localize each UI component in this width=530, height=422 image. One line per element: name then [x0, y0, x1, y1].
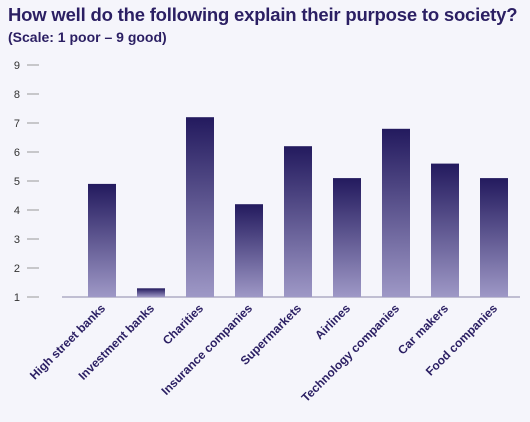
- x-tick-label: Technology companies: [299, 301, 403, 405]
- y-tick-label: 6: [14, 147, 20, 159]
- y-tick-label: 3: [14, 234, 20, 246]
- chart-subtitle: (Scale: 1 poor – 9 good): [8, 29, 167, 45]
- y-tick-label: 8: [14, 89, 20, 101]
- y-tick-label: 4: [14, 205, 20, 217]
- x-tick-label: Insurance companies: [158, 301, 255, 398]
- x-tick-label: Charities: [160, 301, 206, 347]
- bar-high-street-banks: [88, 183, 116, 297]
- bar-food-companies: [480, 178, 508, 297]
- bar-technology-companies: [382, 128, 410, 297]
- y-tick-label: 2: [14, 263, 20, 275]
- bar-airlines: [333, 178, 361, 297]
- bars: [62, 117, 520, 298]
- y-tick-label: 1: [14, 292, 20, 304]
- bar-investment-banks: [137, 288, 165, 297]
- y-axis: 1 2 3 4 5 6 7 8 9: [14, 60, 39, 304]
- y-tick-label: 5: [14, 176, 20, 188]
- chart-title: How well do the following explain their …: [8, 4, 518, 25]
- bar-car-makers: [431, 163, 459, 297]
- bar-insurance-companies: [235, 204, 263, 297]
- x-tick-label: Airlines: [312, 301, 353, 342]
- y-tick-label: 7: [14, 118, 20, 130]
- bar-charities: [186, 117, 214, 297]
- bar-supermarkets: [284, 146, 312, 297]
- y-tick-label: 9: [14, 60, 20, 72]
